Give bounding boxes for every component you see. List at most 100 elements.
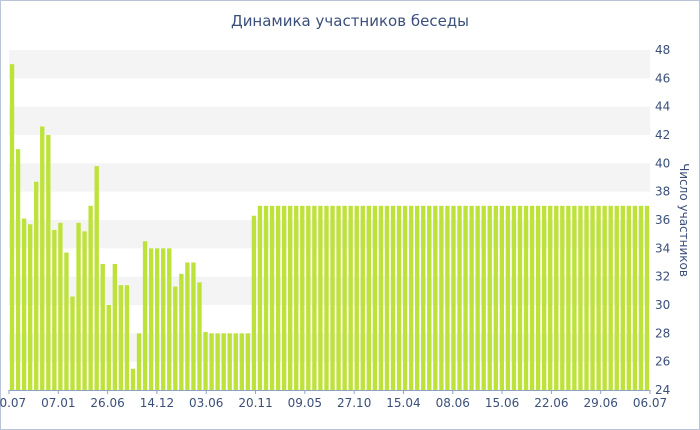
- bar[interactable]: [27, 224, 33, 390]
- bar[interactable]: [644, 205, 650, 390]
- bar[interactable]: [408, 205, 414, 390]
- bar[interactable]: [614, 205, 619, 390]
- bar[interactable]: [269, 205, 275, 390]
- bar[interactable]: [330, 205, 335, 390]
- bar[interactable]: [626, 205, 632, 390]
- bar[interactable]: [378, 205, 384, 390]
- bar[interactable]: [154, 248, 160, 390]
- bar[interactable]: [384, 205, 390, 390]
- bar[interactable]: [390, 205, 396, 390]
- bar[interactable]: [548, 205, 553, 390]
- bar[interactable]: [112, 263, 117, 390]
- bar[interactable]: [554, 205, 559, 390]
- bar[interactable]: [148, 248, 154, 390]
- bar[interactable]: [191, 262, 196, 391]
- bar[interactable]: [542, 205, 547, 390]
- bar[interactable]: [173, 286, 178, 390]
- bar[interactable]: [445, 205, 450, 390]
- bar[interactable]: [566, 205, 571, 390]
- bar[interactable]: [439, 205, 444, 390]
- bar[interactable]: [590, 205, 595, 390]
- bar[interactable]: [233, 333, 238, 390]
- bar[interactable]: [58, 222, 63, 390]
- bar[interactable]: [402, 205, 408, 390]
- bar[interactable]: [106, 305, 111, 390]
- bar[interactable]: [348, 205, 353, 390]
- bar[interactable]: [457, 205, 462, 390]
- bar[interactable]: [263, 205, 269, 390]
- bar[interactable]: [336, 205, 341, 390]
- bar[interactable]: [396, 205, 402, 390]
- bar[interactable]: [511, 205, 517, 390]
- bar[interactable]: [46, 135, 51, 390]
- bar[interactable]: [82, 231, 87, 390]
- bar[interactable]: [34, 181, 39, 390]
- bar[interactable]: [372, 205, 378, 390]
- bar[interactable]: [342, 205, 347, 390]
- bar[interactable]: [324, 205, 329, 390]
- bar[interactable]: [578, 205, 583, 390]
- bar[interactable]: [535, 205, 541, 390]
- bar[interactable]: [306, 205, 311, 390]
- bar[interactable]: [88, 205, 93, 390]
- bar[interactable]: [245, 333, 251, 390]
- bar[interactable]: [142, 241, 148, 390]
- bar[interactable]: [130, 368, 136, 390]
- bar[interactable]: [179, 273, 184, 390]
- bar[interactable]: [463, 205, 468, 390]
- bar[interactable]: [360, 205, 365, 390]
- bar[interactable]: [64, 252, 69, 390]
- bar[interactable]: [70, 296, 75, 391]
- bar[interactable]: [52, 229, 57, 390]
- bar[interactable]: [499, 205, 505, 390]
- bar[interactable]: [505, 205, 511, 390]
- bar[interactable]: [433, 205, 438, 390]
- bar[interactable]: [185, 262, 190, 391]
- bar[interactable]: [288, 205, 293, 390]
- bar[interactable]: [421, 205, 426, 390]
- bar[interactable]: [312, 205, 317, 390]
- bar[interactable]: [221, 333, 226, 390]
- bar[interactable]: [427, 205, 432, 390]
- bar[interactable]: [118, 285, 124, 390]
- bar[interactable]: [281, 205, 287, 390]
- bar[interactable]: [100, 263, 105, 390]
- bar[interactable]: [620, 205, 625, 390]
- bar[interactable]: [638, 205, 644, 390]
- bar[interactable]: [318, 205, 323, 390]
- bar[interactable]: [294, 205, 299, 390]
- bar[interactable]: [354, 205, 359, 390]
- bar[interactable]: [239, 333, 244, 390]
- bar[interactable]: [560, 205, 565, 390]
- bar[interactable]: [529, 205, 535, 390]
- bar[interactable]: [366, 205, 371, 390]
- bar[interactable]: [632, 205, 638, 390]
- bar[interactable]: [215, 333, 220, 390]
- bar[interactable]: [161, 248, 166, 390]
- bar[interactable]: [493, 205, 498, 390]
- bar[interactable]: [124, 285, 130, 390]
- bar[interactable]: [602, 205, 607, 390]
- bar[interactable]: [9, 64, 15, 391]
- bar[interactable]: [300, 205, 305, 390]
- bar[interactable]: [136, 333, 142, 390]
- bar[interactable]: [275, 205, 281, 390]
- bar[interactable]: [596, 205, 601, 390]
- bar[interactable]: [451, 205, 456, 390]
- bar[interactable]: [227, 333, 232, 390]
- bar[interactable]: [469, 205, 474, 390]
- bar[interactable]: [572, 205, 577, 390]
- bar[interactable]: [481, 205, 486, 390]
- bar[interactable]: [415, 205, 420, 390]
- bar[interactable]: [475, 205, 480, 390]
- bar[interactable]: [251, 215, 257, 390]
- bar[interactable]: [487, 205, 492, 390]
- bar[interactable]: [257, 205, 263, 390]
- bar[interactable]: [608, 205, 613, 390]
- bar[interactable]: [197, 282, 202, 390]
- bar[interactable]: [15, 149, 21, 390]
- bar[interactable]: [76, 222, 81, 390]
- bar[interactable]: [517, 205, 523, 390]
- bar[interactable]: [523, 205, 529, 390]
- bar[interactable]: [584, 205, 589, 390]
